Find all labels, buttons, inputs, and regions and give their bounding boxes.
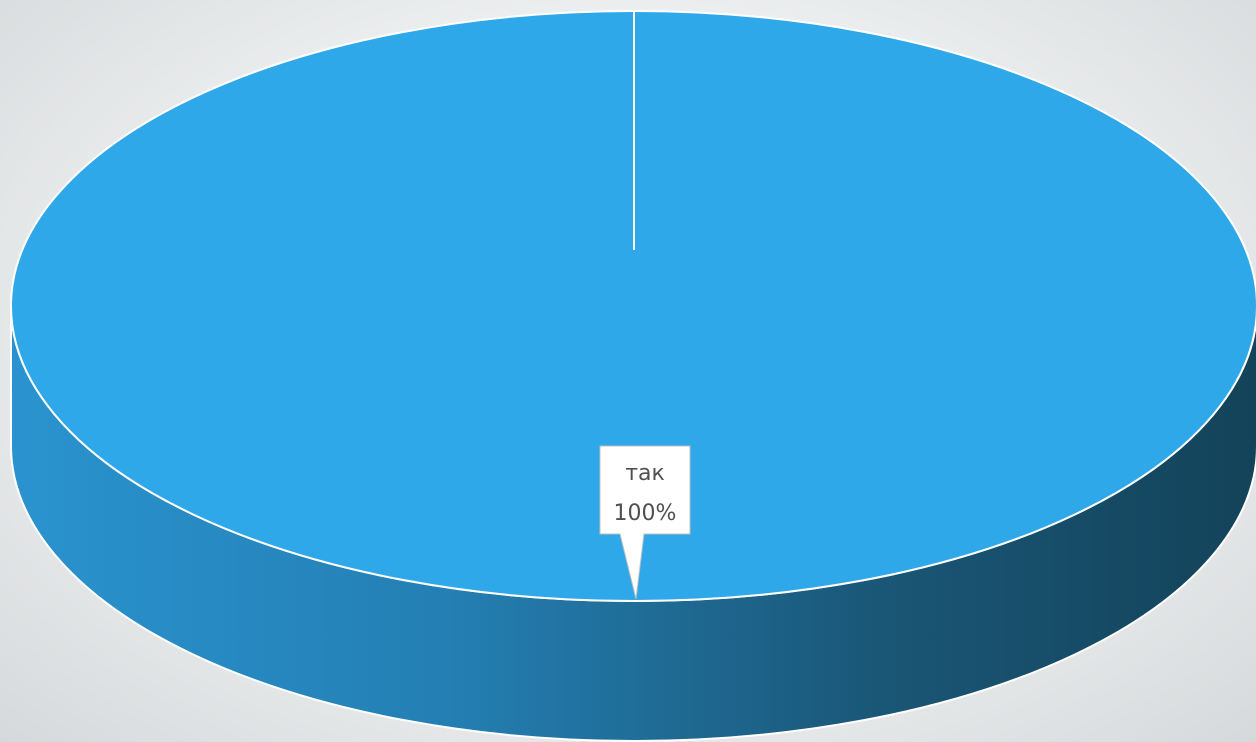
data-label-category: так xyxy=(625,461,665,486)
data-label-value: 100% xyxy=(614,501,677,526)
data-label-callout xyxy=(599,445,691,600)
data-label: так 100% xyxy=(599,445,691,600)
